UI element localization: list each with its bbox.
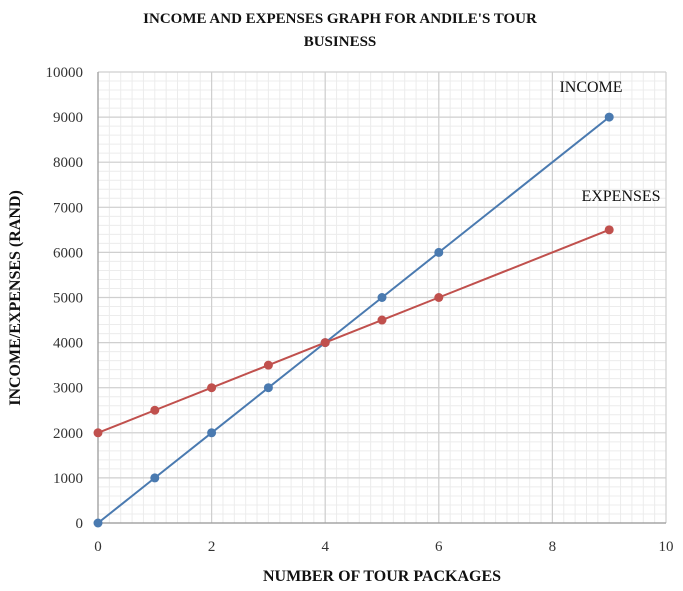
income-point (604, 112, 614, 122)
expenses-series-label: EXPENSES (581, 188, 660, 205)
income-series-label: INCOME (559, 79, 622, 96)
series-lines (97, 116, 610, 524)
chart-title-line-1: INCOME AND EXPENSES GRAPH FOR ANDILE'S T… (143, 11, 537, 27)
expenses-line (97, 228, 610, 434)
x-tick-label: 4 (321, 539, 329, 555)
y-tick-label: 3000 (53, 381, 83, 397)
x-tick-label: 8 (549, 539, 557, 555)
x-axis-title: NUMBER OF TOUR PACKAGES (263, 568, 501, 585)
series-points (93, 112, 614, 528)
y-tick-label: 10000 (46, 65, 84, 81)
income-point (207, 428, 217, 438)
y-tick-label: 1000 (53, 471, 83, 487)
y-tick-label: 0 (76, 516, 84, 532)
income-point (434, 247, 444, 257)
expenses-point (434, 293, 444, 302)
expenses-point (263, 360, 273, 370)
income-line (97, 116, 610, 524)
y-tick-label: 9000 (53, 110, 83, 126)
income-point (150, 473, 160, 483)
x-tick-labels: 0 2 4 6 8 10 (94, 539, 673, 555)
expenses-point (150, 405, 160, 415)
y-tick-label: 2000 (53, 426, 83, 442)
income-point (93, 518, 103, 528)
x-tick-label: 10 (659, 539, 674, 555)
income-point (263, 383, 273, 393)
expenses-point (320, 338, 330, 348)
plot-frame (97, 72, 666, 524)
expenses-point (604, 225, 614, 235)
x-tick-label: 6 (435, 539, 443, 555)
y-tick-label: 6000 (53, 245, 83, 261)
x-tick-label: 0 (94, 539, 102, 555)
y-tick-label: 7000 (53, 200, 83, 216)
x-tick-label: 2 (208, 539, 216, 555)
expenses-point (377, 315, 387, 325)
expenses-point (93, 428, 103, 438)
chart-title-line-2: BUSINESS (304, 34, 377, 50)
y-tick-labels: 0 1000 2000 3000 4000 5000 6000 7000 8000 9000 100… (46, 65, 84, 532)
income-point (377, 293, 387, 302)
y-tick-label: 5000 (53, 291, 83, 307)
y-tick-label: 4000 (53, 336, 83, 352)
expenses-point (207, 383, 217, 393)
y-tick-label: 8000 (53, 155, 83, 171)
y-axis-title: INCOME/EXPENSES (RAND) (7, 190, 24, 406)
